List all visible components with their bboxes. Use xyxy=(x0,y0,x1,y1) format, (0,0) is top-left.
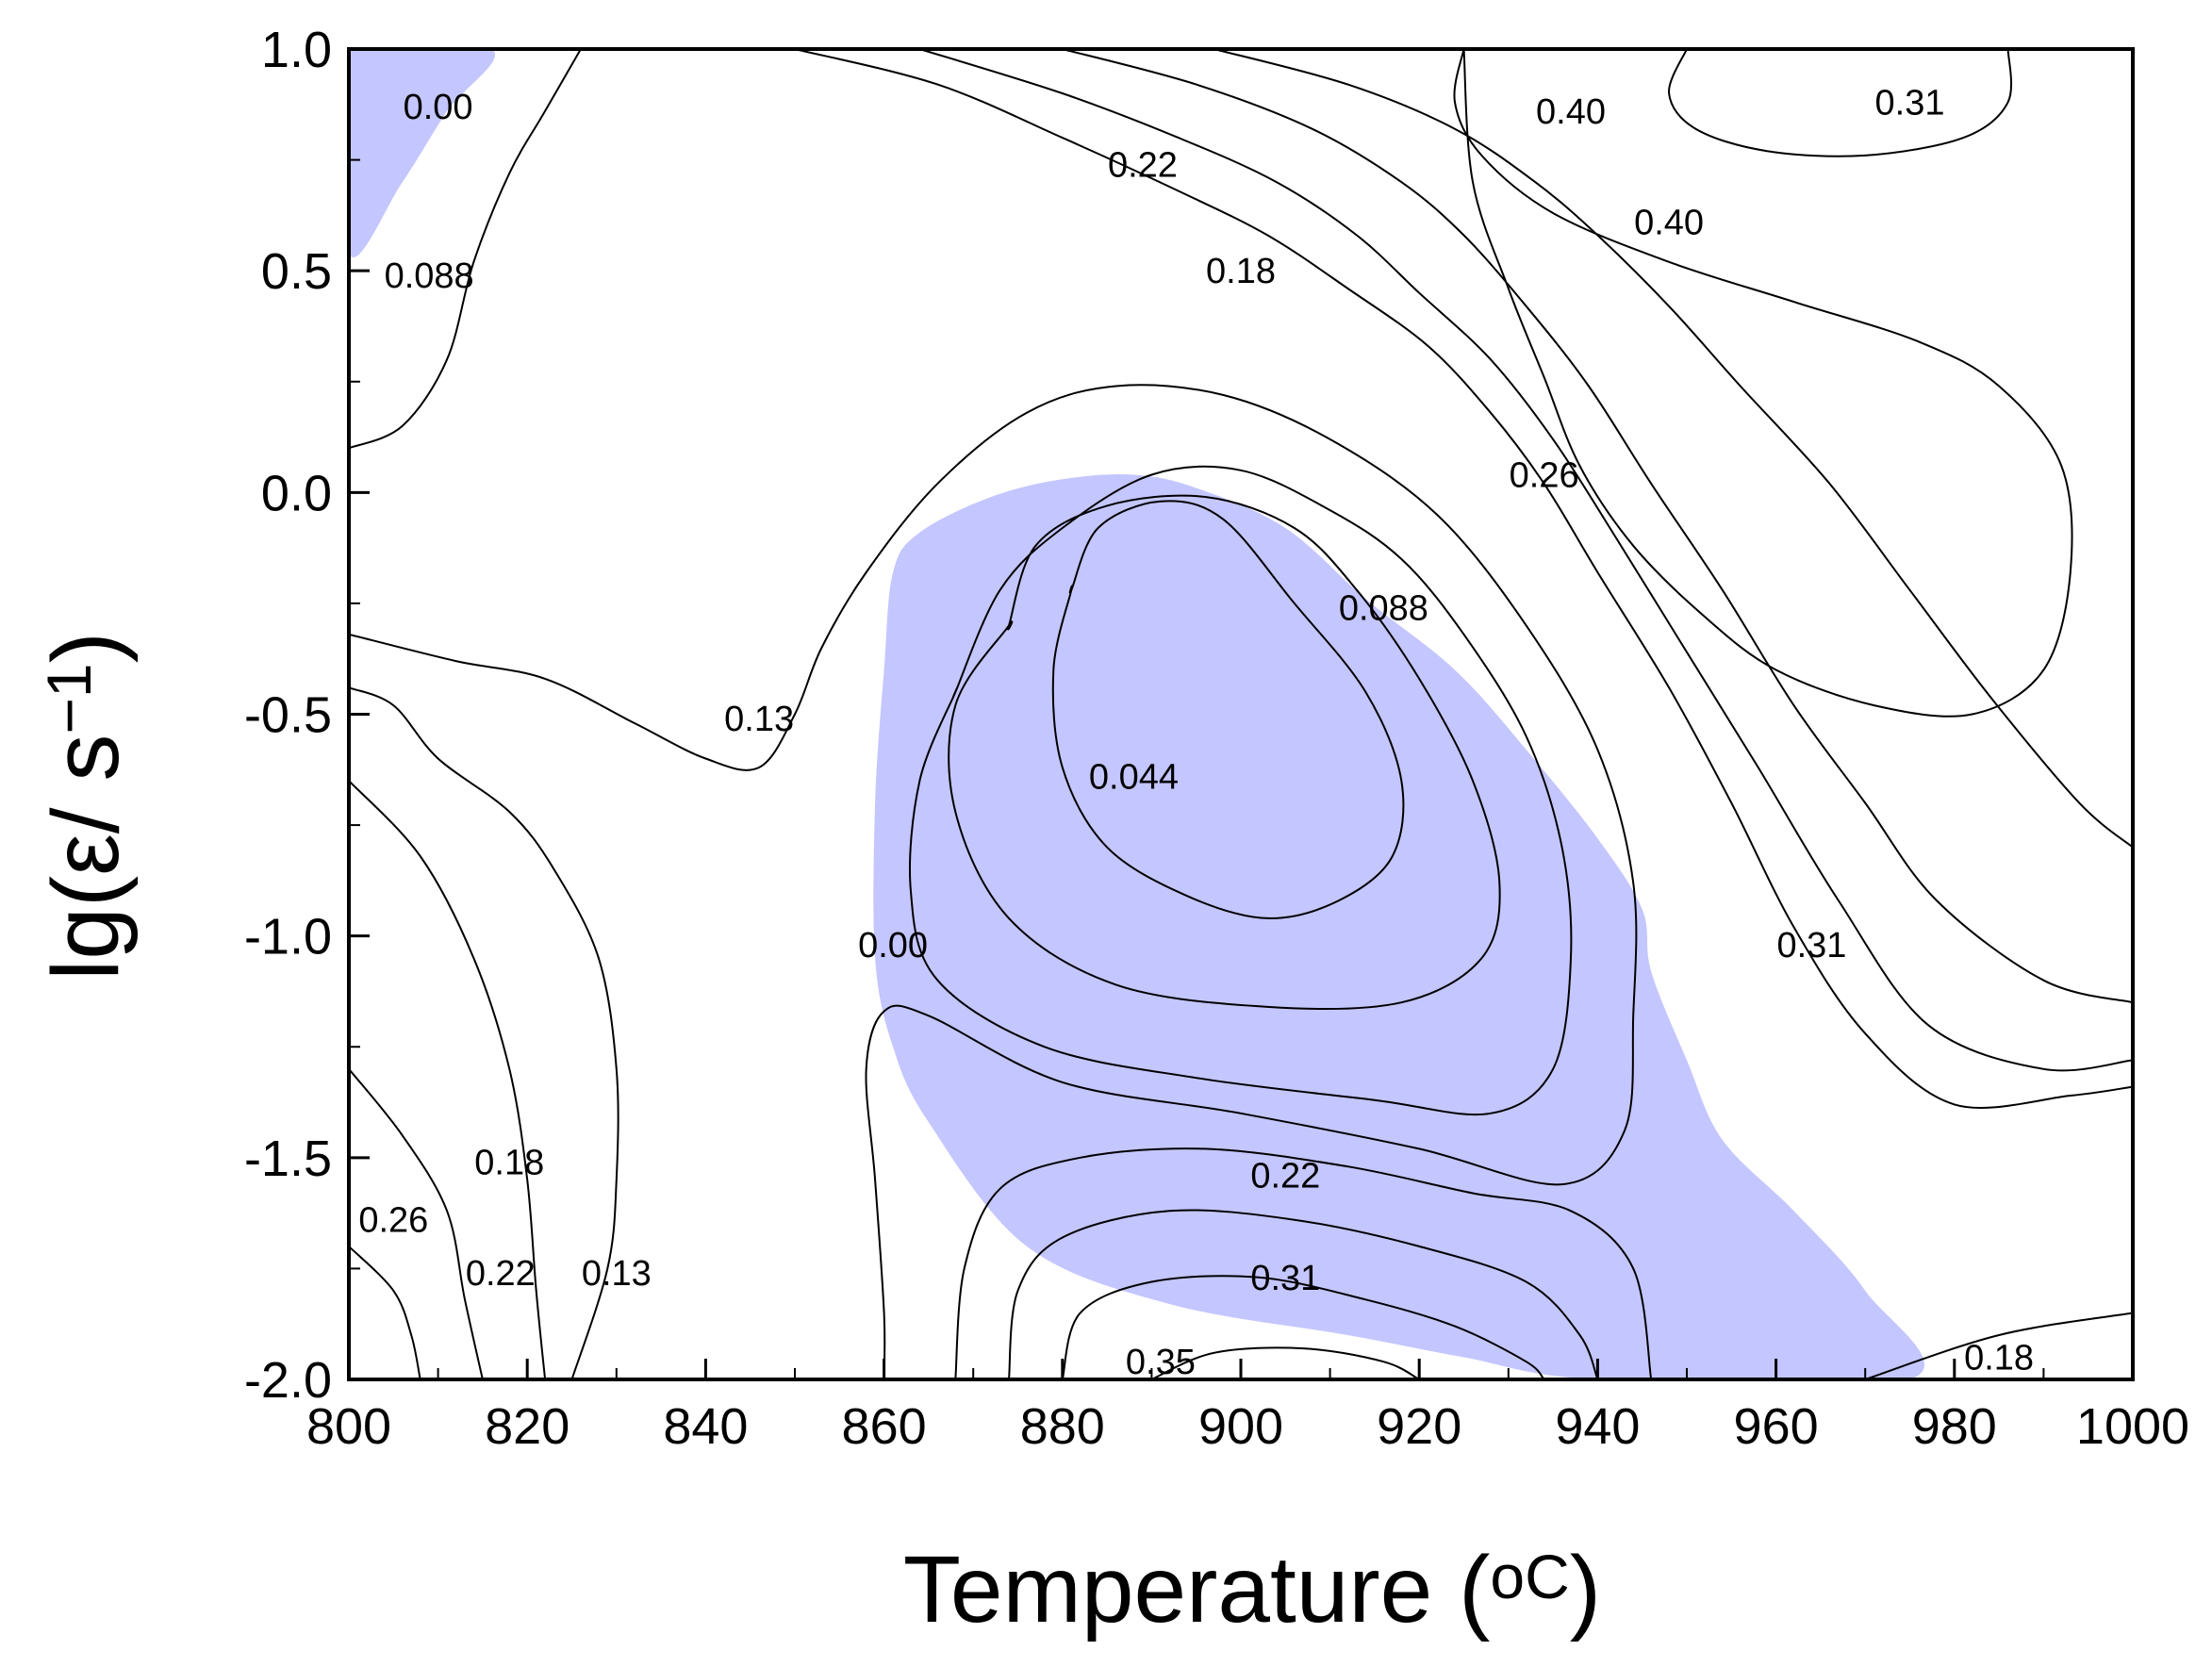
contour-label-7: 0.31 xyxy=(1875,83,1945,123)
contour-line-17 xyxy=(1008,1209,1599,1379)
y-axis-ticks: -2.0 -1.5 -1.0 -0.5 0.0 0.5 1.0 xyxy=(244,22,370,1409)
x-tick-label: 980 xyxy=(1912,1398,1997,1455)
contour-line-13 xyxy=(349,1246,421,1379)
contour-label-18: 0.22 xyxy=(1250,1157,1320,1197)
y-tick-label: 0.0 xyxy=(261,465,332,521)
contour-label-17: 0.13 xyxy=(582,1254,652,1294)
contour-line-11 xyxy=(1453,49,2073,718)
contour-label-15: 0.26 xyxy=(358,1201,428,1241)
contour-line-10 xyxy=(1213,49,2133,849)
x-tick-label: 840 xyxy=(663,1398,748,1455)
instability-regions xyxy=(349,49,1924,1379)
y-tick-label: -1.5 xyxy=(244,1131,332,1187)
contour-label-19: 0.31 xyxy=(1250,1259,1320,1298)
contour-line-20 xyxy=(1864,1312,2133,1379)
contour-line-14 xyxy=(349,1068,484,1379)
contour-line-5 xyxy=(349,49,582,450)
contour-label-20: 0.35 xyxy=(1126,1343,1196,1382)
contour-line-1 xyxy=(1051,500,1405,919)
x-tick-label: 860 xyxy=(842,1398,927,1455)
contour-line-4 xyxy=(349,384,1638,1379)
instability-region-2 xyxy=(873,474,1924,1379)
x-axis-title: Temperature (oC) xyxy=(903,1537,1601,1642)
contour-line-2 xyxy=(948,494,1501,1011)
x-tick-label: 900 xyxy=(1198,1398,1283,1455)
contour-lines xyxy=(349,49,2133,1379)
y-tick-label: -2.0 xyxy=(244,1352,332,1409)
x-tick-label: 940 xyxy=(1555,1398,1640,1455)
y-axis-exponent: −1 xyxy=(34,663,104,734)
x-tick-label: 960 xyxy=(1734,1398,1819,1455)
y-tick-label: -0.5 xyxy=(244,687,332,744)
contour-line-8 xyxy=(919,49,2133,1072)
contour-label-1: 0.00 xyxy=(404,88,473,127)
contour-label-11: 0.044 xyxy=(1089,757,1179,797)
contour-label-2: 0.088 xyxy=(385,256,474,296)
x-tick-label: 800 xyxy=(306,1398,391,1455)
y-tick-label: 0.5 xyxy=(261,243,332,300)
contour-line-12 xyxy=(1668,49,2013,157)
contour-line-6 xyxy=(349,686,619,1379)
contour-label-16: 0.22 xyxy=(466,1254,536,1294)
contour-labels: 0.00 0.088 0.22 0.18 0.40 0.40 0.31 0.26 0.088 0.… xyxy=(358,83,2034,1382)
contour-label-10: 0.13 xyxy=(724,700,794,739)
contour-label-3: 0.22 xyxy=(1108,145,1178,185)
contour-label-12: 0.00 xyxy=(858,926,928,966)
contour-line-18 xyxy=(1061,1275,1545,1379)
contour-label-8: 0.26 xyxy=(1510,456,1579,496)
contour-label-4: 0.18 xyxy=(1206,252,1276,291)
instability-region-1 xyxy=(349,49,495,257)
y-tick-label: -1.0 xyxy=(244,909,332,966)
contour-line-9 xyxy=(1062,49,2133,1004)
x-tick-label: 880 xyxy=(1020,1398,1105,1455)
contour-line-19 xyxy=(1151,1346,1420,1379)
contour-label-13: 0.31 xyxy=(1776,926,1846,966)
contour-label-6: 0.40 xyxy=(1634,203,1704,242)
contour-label-14: 0.18 xyxy=(474,1144,544,1183)
x-axis-ticks: 800 820 840 860 880 900 920 940 960 980 1000 xyxy=(306,1359,2189,1455)
y-axis-title: lg(ε/ s−1) xyxy=(33,632,139,981)
contour-line-15 xyxy=(349,780,547,1379)
contour-label-21: 0.18 xyxy=(1964,1338,2034,1378)
contour-line-16 xyxy=(954,1147,1653,1379)
x-tick-label: 920 xyxy=(1377,1398,1461,1455)
x-tick-label: 820 xyxy=(485,1398,570,1455)
contour-line-7 xyxy=(794,49,2133,1110)
contour-label-9: 0.088 xyxy=(1339,589,1428,629)
x-axis-unit: oC xyxy=(1490,1542,1569,1611)
contour-line-3 xyxy=(909,465,1573,1116)
contour-label-5: 0.40 xyxy=(1536,92,1606,132)
x-tick-label: 1000 xyxy=(2076,1398,2189,1455)
y-tick-label: 1.0 xyxy=(261,22,332,78)
